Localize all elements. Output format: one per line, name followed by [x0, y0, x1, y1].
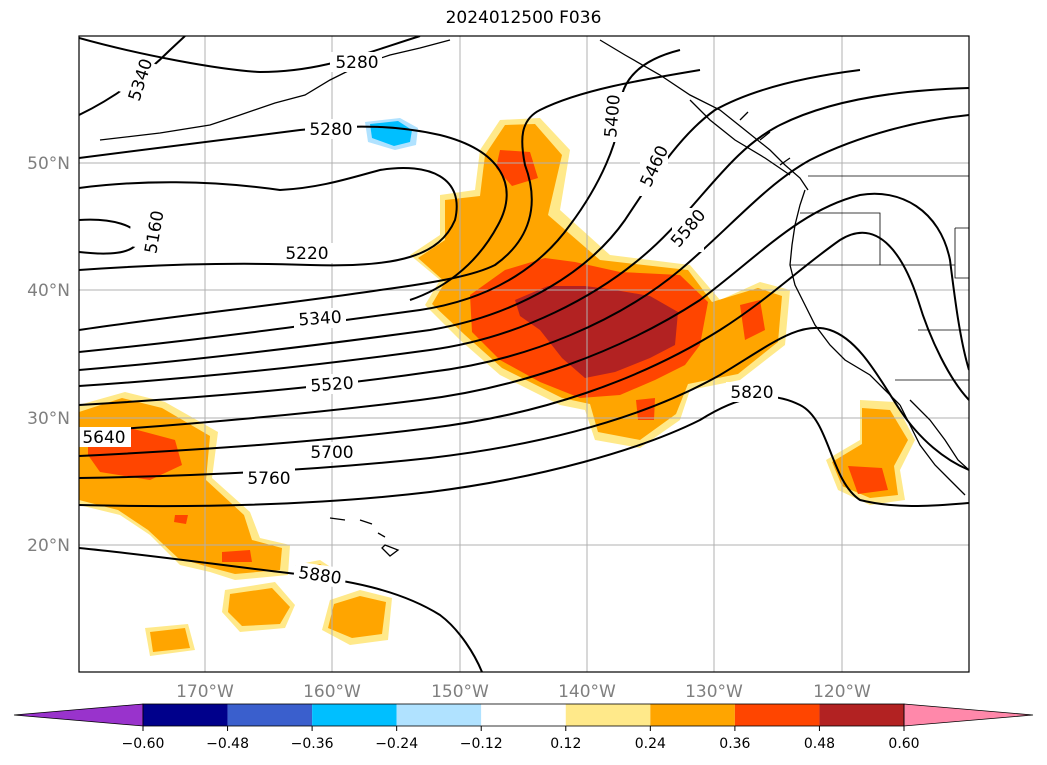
colorbar-extend-high — [903, 703, 1034, 727]
border-nv — [954, 227, 969, 279]
contour-label-5640: 5640 — [82, 428, 125, 448]
contour-label-5520: 5520 — [310, 374, 355, 397]
contour-label-5760: 5760 — [247, 469, 290, 489]
contour-5460 — [79, 69, 861, 371]
colorbar-tick-label: −0.36 — [291, 736, 334, 752]
clabel-bg-10 — [306, 374, 358, 394]
colorbar-extend-low — [13, 703, 144, 727]
shade-core — [515, 286, 678, 378]
contour-label-5280: 5280 — [309, 120, 352, 140]
coast-bc-islands — [689, 99, 791, 176]
political-borders — [790, 175, 969, 400]
clabel-bg-4 — [127, 208, 180, 254]
lat-label-20n: 20°N — [27, 536, 70, 556]
colorbar-cell — [396, 704, 482, 726]
lat-label-30n: 30°N — [27, 409, 70, 429]
contour-5220 — [79, 167, 458, 271]
shade-main-red-3 — [740, 300, 765, 340]
lon-label-160w: 160°W — [303, 682, 361, 702]
colorbar-cell — [650, 704, 735, 726]
colorbar-tick-label: 0.36 — [719, 736, 750, 752]
colorbar-frame — [142, 703, 905, 727]
colorbar-cell — [143, 704, 228, 726]
shade-small-1-orange — [228, 588, 290, 626]
colorbar-tick-label: −0.24 — [375, 736, 418, 752]
contour-5340 — [79, 69, 701, 331]
latitude-labels: 50°N 40°N 30°N 20°N — [27, 154, 70, 556]
shade-east-orange — [832, 408, 908, 498]
coast-bc-fjords — [739, 111, 791, 166]
clabel-bg-14 — [726, 382, 778, 402]
contour-label-5700: 5700 — [310, 443, 353, 463]
height-contours — [79, 36, 969, 672]
chart-title: 2024012500 F036 — [445, 8, 602, 28]
coast-alaska-peninsula — [99, 39, 451, 141]
shade-small-3-orange — [150, 628, 190, 652]
colorbar-cell — [227, 704, 313, 726]
border-wa-or — [800, 212, 881, 265]
clabel-bg-8 — [640, 148, 668, 196]
clabel-bg-12 — [306, 442, 358, 462]
clabel-bg-13 — [243, 468, 295, 488]
clabel-bg-15 — [292, 561, 348, 589]
clabel-bg-11 — [79, 427, 131, 447]
colorbar-cell — [819, 704, 904, 726]
colorbar-tick-label: −0.12 — [460, 736, 503, 752]
contour-5640 — [79, 192, 969, 433]
colorbar-cell — [565, 704, 651, 726]
contour-label-5820: 5820 — [730, 383, 773, 403]
longitude-labels: 170°W 160°W 150°W 140°W 130°W 120°W — [176, 682, 871, 702]
contour-5520 — [79, 87, 969, 387]
contour-5760 — [79, 326, 969, 479]
colorbar-cells — [13, 703, 1034, 727]
lat-label-40n: 40°N — [27, 281, 70, 301]
clabel-bg-9 — [672, 208, 704, 252]
colorbar-tick-label: 0.60 — [888, 736, 919, 752]
colorbar: −0.60 −0.48 −0.36 −0.24 −0.12 0.12 0.24 0.36 0.4… — [13, 703, 1034, 752]
clabel-bg-2 — [330, 52, 382, 72]
colorbar-tick-label: −0.60 — [122, 736, 165, 752]
border-mexico — [895, 379, 969, 400]
colorbar-tick-label: 0.48 — [804, 736, 835, 752]
lon-label-170w: 170°W — [176, 682, 234, 702]
shaded-field-darkred — [515, 286, 678, 378]
colorbar-cell — [312, 704, 397, 726]
lon-label-130w: 130°W — [685, 682, 743, 702]
contour-label-5220: 5220 — [285, 244, 328, 264]
coast-hawaii — [329, 517, 400, 557]
lon-label-140w: 140°W — [558, 682, 616, 702]
contour-5700 — [79, 231, 969, 457]
contour-label-5280-north: 5280 — [335, 53, 378, 73]
lat-label-50n: 50°N — [27, 154, 70, 174]
colorbar-ticks: −0.60 −0.48 −0.36 −0.24 −0.12 0.12 0.24 0.36 0.4… — [122, 726, 920, 752]
contour-5820 — [79, 395, 969, 508]
colorbar-cell — [481, 704, 566, 726]
lon-label-120w: 120°W — [813, 682, 871, 702]
colorbar-tick-label: −0.48 — [206, 736, 249, 752]
lon-label-150w: 150°W — [431, 682, 489, 702]
clabel-bg-1 — [114, 53, 168, 105]
coast-gulf-california — [909, 399, 969, 471]
clabel-bg-3 — [305, 119, 357, 139]
map-border — [78, 35, 970, 673]
clabel-bg-7 — [600, 92, 626, 142]
shade-east-red — [848, 466, 888, 494]
colorbar-cell — [734, 704, 820, 726]
contour-5580 — [79, 114, 969, 406]
contour-label-5340: 5340 — [298, 308, 343, 331]
shade-main-red — [496, 150, 538, 186]
shade-small-2-orange — [328, 596, 386, 638]
clabel-bg-6 — [294, 308, 346, 328]
clabel-bg-5 — [281, 243, 333, 263]
colorbar-tick-label: 0.24 — [635, 736, 666, 752]
contour-5280 — [79, 125, 508, 301]
colorbar-tick-label: 0.12 — [550, 736, 581, 752]
contour-label-5400: 5400 — [601, 94, 625, 139]
shade-west-red-dots — [174, 515, 252, 562]
